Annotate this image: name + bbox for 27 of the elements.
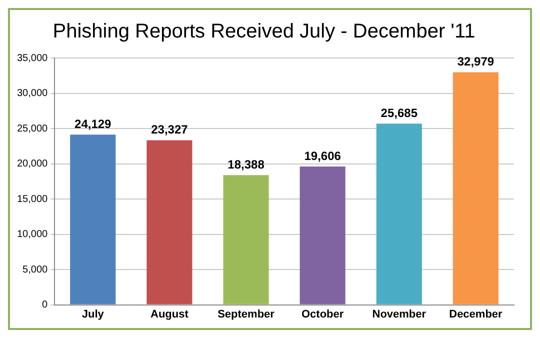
x-tick-label: November: [372, 308, 427, 320]
x-tick-label: July: [82, 308, 105, 320]
x-tick-label: December: [449, 308, 504, 320]
y-tick-label: 10,000: [16, 229, 48, 240]
y-tick-label: 25,000: [16, 123, 48, 134]
x-tick-label: September: [218, 308, 276, 320]
y-tick-label: 35,000: [16, 52, 48, 64]
bar: [300, 166, 346, 304]
bar: [70, 134, 116, 304]
data-label: 25,685: [380, 106, 418, 120]
data-label: 19,606: [304, 148, 342, 163]
y-tick-label: 5,000: [22, 264, 48, 276]
y-tick-label: 20,000: [16, 158, 48, 170]
bar: [452, 72, 498, 304]
x-tick-label: August: [150, 308, 189, 320]
y-tick-label: 0: [42, 300, 48, 311]
data-label: 24,129: [74, 116, 112, 131]
bar: [146, 140, 192, 304]
x-tick-label: October: [301, 308, 344, 320]
data-label: 18,388: [228, 157, 265, 172]
data-label: 32,979: [457, 54, 494, 69]
data-label: 23,327: [151, 122, 188, 137]
chart-title: Phishing Reports Received July - December '11: [52, 20, 476, 43]
y-tick-label: 30,000: [16, 88, 48, 100]
bar: [376, 124, 422, 304]
y-tick-label: 15,000: [16, 194, 48, 205]
bar: [223, 175, 269, 304]
